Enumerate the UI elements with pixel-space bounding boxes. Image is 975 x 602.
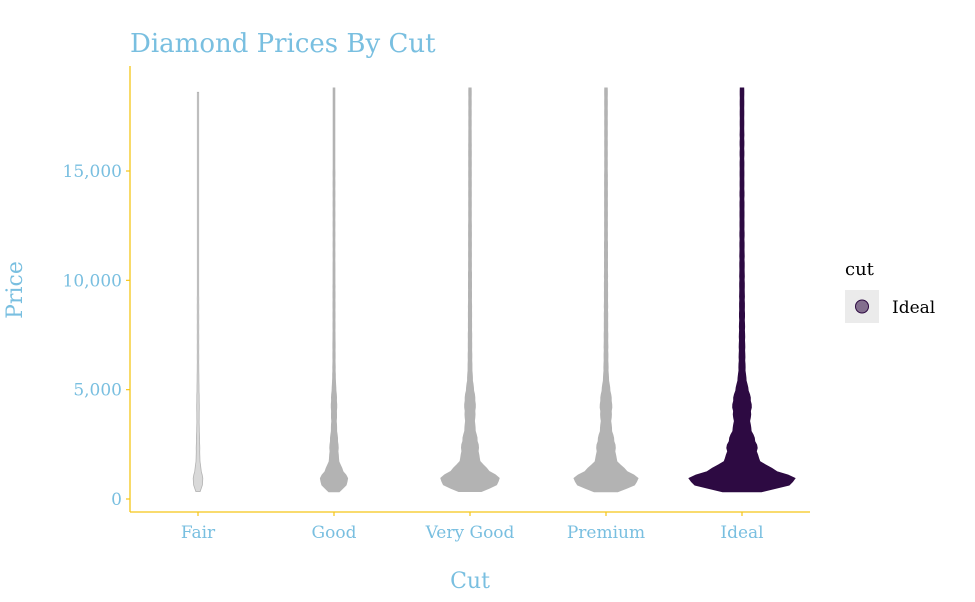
x-axis-ticks: Fair Good Very Good Premium Ideal — [181, 512, 764, 543]
x-axis-title: Cut — [450, 569, 490, 594]
legend-title: cut — [845, 259, 875, 280]
swarm-fair — [192, 91, 204, 492]
y-tick-label: 0 — [111, 490, 122, 510]
y-tick-label: 10,000 — [63, 271, 122, 291]
chart-title: Diamond Prices By Cut — [130, 29, 436, 59]
x-tick-label: Good — [312, 523, 357, 543]
y-axis-ticks: 0 5,000 10,000 15,000 — [63, 162, 130, 510]
legend-key-dot — [855, 299, 869, 314]
legend: cut Ideal — [845, 259, 935, 323]
y-tick-label: 15,000 — [63, 162, 122, 182]
swarm-premium — [573, 87, 639, 493]
x-tick-label: Very Good — [425, 523, 515, 543]
swarm-very-good — [440, 87, 500, 492]
swarm-area — [192, 87, 796, 493]
y-tick-label: 5,000 — [73, 381, 122, 401]
x-tick-label: Ideal — [720, 523, 763, 543]
x-tick-label: Fair — [181, 523, 216, 543]
legend-label-ideal: Ideal — [892, 298, 935, 318]
x-tick-label: Premium — [567, 523, 645, 543]
swarm-good — [319, 87, 349, 493]
y-axis-title: Price — [3, 261, 28, 319]
swarm-ideal — [688, 87, 796, 493]
